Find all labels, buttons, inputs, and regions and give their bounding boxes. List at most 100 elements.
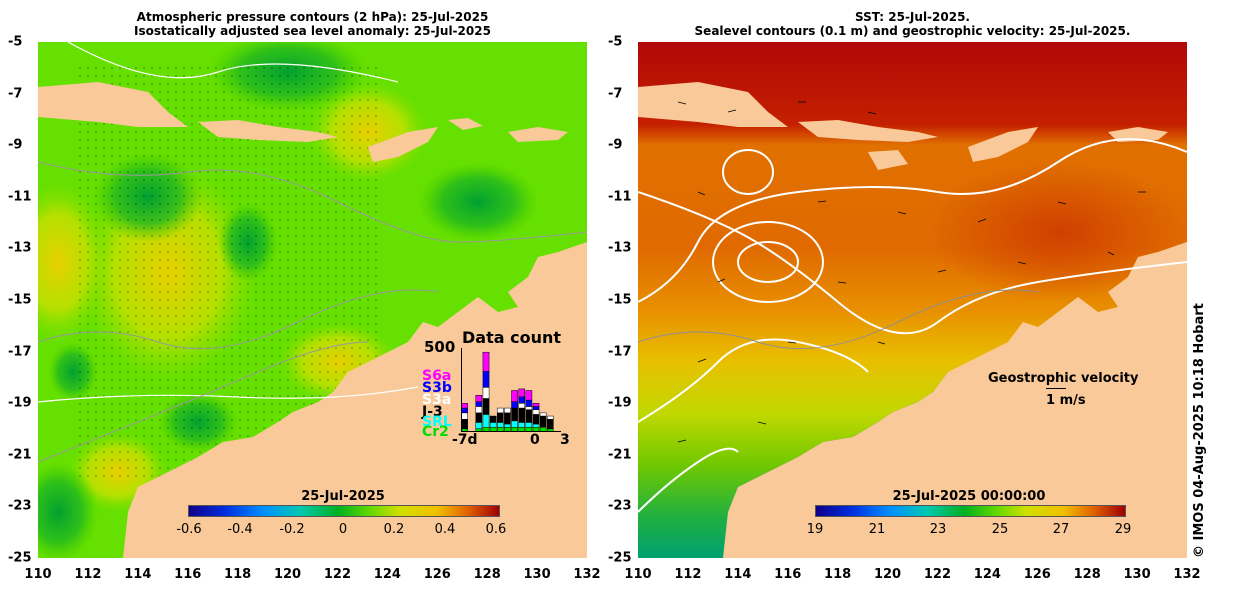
legend-j3: J-3 <box>422 404 443 420</box>
histogram-bar-s3b <box>482 371 490 388</box>
sla-land-island <box>38 82 188 127</box>
left-x-tick-label: 122 <box>323 567 352 582</box>
left-y-tick-label: -5 <box>8 34 23 50</box>
histogram-bar-s3a <box>496 407 504 414</box>
histogram-bar-s3b <box>461 407 468 414</box>
sla-land-island <box>368 127 438 162</box>
sla-pressure-contour <box>67 42 399 83</box>
histogram-bar-srl <box>525 422 533 428</box>
left-x-tick-label: 120 <box>273 567 302 582</box>
sla-land-island <box>448 118 483 130</box>
sst-colorbar-label: 19 <box>806 522 824 537</box>
left-y-tick-label: -9 <box>8 137 23 153</box>
left-title: Atmospheric pressure contours (2 hPa): 2… <box>38 10 587 38</box>
histogram-bar-s3a <box>482 387 490 399</box>
sla-bathymetry-contour <box>38 341 369 463</box>
sla-colorbar-title: 25-Jul-2025 <box>301 489 385 504</box>
right-x-tick-label: 116 <box>774 567 802 582</box>
right-x-tick-label: 112 <box>674 567 702 582</box>
histogram-bar-j-3 <box>546 418 554 430</box>
histogram-bar-srl <box>475 422 483 430</box>
data-count-x-label-end: 3 <box>560 432 570 448</box>
histogram-bar-s3a <box>546 415 554 420</box>
sla-map <box>38 42 587 558</box>
geostrophic-velocity-label: Geostrophic velocity <box>988 371 1139 386</box>
histogram-bar-srl <box>504 423 511 428</box>
legend-s6a: S6a <box>422 368 452 384</box>
left-y-tick-label: -21 <box>8 447 32 463</box>
legend-s3b: S3b <box>422 380 452 396</box>
sst-bathymetry-contour <box>638 289 1039 350</box>
data-count-histogram <box>461 348 561 432</box>
legend-cr2: Cr2 <box>422 424 449 440</box>
histogram-bar-srl <box>518 422 526 428</box>
histogram-bar-j-3 <box>539 415 547 428</box>
sla-colorbar <box>188 505 500 517</box>
right-title: SST: 25-Jul-2025. Sealevel contours (0.1… <box>638 10 1187 38</box>
data-count-x-label-zero: 0 <box>530 432 540 448</box>
histogram-bar-s3a <box>518 403 526 409</box>
left-title-line2: Isostatically adjusted sea level anomaly… <box>134 24 491 38</box>
histogram-bar-s6a <box>525 390 533 401</box>
histogram-bar-srl <box>511 420 518 428</box>
sla-low-blob <box>418 162 538 242</box>
histogram-bar-srl <box>482 414 490 428</box>
histogram-bar-s3b <box>475 401 483 407</box>
right-y-tick-label: -15 <box>608 292 632 308</box>
left-x-tick-label: 124 <box>373 567 401 582</box>
sla-pressure-contour <box>38 386 419 403</box>
histogram-bar-s6a <box>461 403 468 409</box>
right-x-tick-label: 126 <box>1023 567 1051 582</box>
right-x-tick-label: 114 <box>724 567 752 582</box>
histogram-bar-s6a <box>475 395 483 402</box>
left-y-tick-label: -11 <box>8 189 32 205</box>
histogram-bar-j-3 <box>504 412 511 425</box>
left-y-tick-label: -15 <box>8 292 32 308</box>
histogram-bar-s3b <box>525 399 533 407</box>
sst-warm-region <box>928 162 1187 302</box>
sst-land-island <box>968 127 1038 162</box>
histogram-bar-j-3 <box>525 409 533 423</box>
left-y-tick-label: -13 <box>8 240 32 256</box>
histogram-bar-s3a <box>539 412 547 417</box>
left-x-tick-label: 126 <box>423 567 451 582</box>
credit-text: © IMOS 04-Aug-2025 10:18 Hobart <box>1192 303 1207 558</box>
sla-colorbar-label: 0.2 <box>383 522 405 537</box>
sst-colorbar-label: 25 <box>991 522 1009 537</box>
right-y-tick-label: -13 <box>608 240 632 256</box>
sla-map-panel <box>38 42 587 558</box>
histogram-bar-srl <box>532 423 540 428</box>
sla-colorbar-label: -0.6 <box>176 522 202 537</box>
sst-sealevel-contour <box>638 191 1187 335</box>
left-y-tick-label: -19 <box>8 395 32 411</box>
left-y-tick-label: -7 <box>8 86 23 102</box>
legend-s3a: S3a <box>422 392 452 408</box>
sst-land-island <box>638 82 788 127</box>
right-y-tick-label: -23 <box>608 498 632 514</box>
sst-sealevel-contour <box>737 241 799 283</box>
sla-bathymetry-contour <box>38 161 587 243</box>
histogram-bar-s3a <box>532 409 540 415</box>
sla-land-mainland <box>123 242 587 558</box>
histogram-bar-s3a <box>475 406 483 414</box>
sla-colorbar-label: -0.2 <box>279 522 305 537</box>
sst-geostrophic-arrows <box>677 101 1146 443</box>
histogram-bar-s3b <box>511 401 518 409</box>
sst-land-island <box>1108 127 1168 142</box>
left-title-line1: Atmospheric pressure contours (2 hPa): 2… <box>136 10 489 24</box>
histogram-bar-j-3 <box>518 407 526 423</box>
histogram-bar-s3a <box>504 407 511 414</box>
histogram-bar-j-3 <box>511 407 518 422</box>
sst-sealevel-contour <box>712 221 824 303</box>
left-x-tick-label: 128 <box>473 567 501 582</box>
left-y-tick-label: -23 <box>8 498 32 514</box>
right-y-tick-label: -11 <box>608 189 632 205</box>
geostrophic-scale-arrow <box>1046 388 1066 389</box>
sla-colorbar-label: 0.6 <box>485 522 507 537</box>
left-x-tick-label: 130 <box>523 567 551 582</box>
histogram-bar-j-3 <box>489 415 497 423</box>
histogram-bar-s6a <box>532 403 540 407</box>
right-title-line2: Sealevel contours (0.1 m) and geostrophi… <box>694 24 1131 38</box>
sst-sealevel-contour <box>638 338 869 423</box>
histogram-bar-j-3 <box>482 398 490 415</box>
